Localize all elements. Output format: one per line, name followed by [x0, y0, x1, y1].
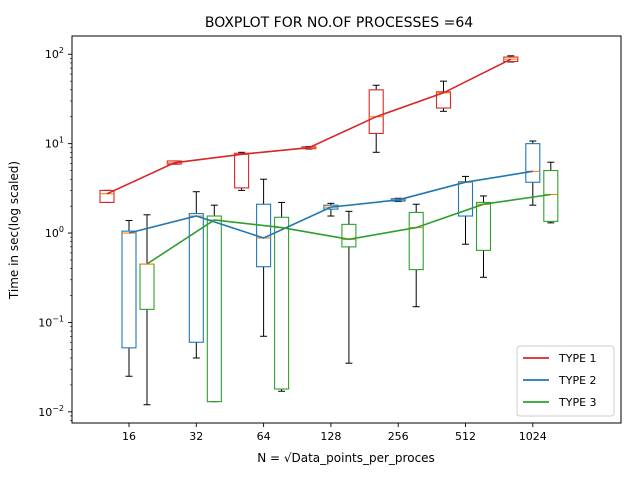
x-tick-label: 128: [320, 430, 341, 443]
box: [341, 210, 357, 364]
series-1-boxes: [99, 55, 519, 203]
box: [188, 191, 204, 359]
legend-label: TYPE 1: [558, 352, 597, 365]
box-iqr: [206, 215, 222, 403]
legend-label: TYPE 3: [558, 396, 597, 409]
box-iqr: [274, 216, 290, 390]
x-tick-label: 256: [388, 430, 409, 443]
box: [139, 214, 155, 406]
box-iqr: [435, 91, 452, 109]
box-iqr: [341, 223, 357, 248]
box-iqr: [408, 211, 424, 271]
box-iqr: [234, 152, 250, 189]
x-axis-label: N = √Data_points_per_proces: [257, 451, 435, 465]
x-tick-label: 32: [189, 430, 203, 443]
y-tick-label: 100: [45, 225, 64, 240]
x-tick-label: 512: [455, 430, 476, 443]
series-3-line: [146, 193, 551, 265]
y-tick-label: 10−1: [38, 314, 64, 329]
series-3-boxes: [139, 161, 559, 406]
legend: TYPE 1 TYPE 2 TYPE 3: [516, 345, 615, 417]
box: [99, 189, 115, 203]
y-axis-label: Time in sec(log scaled): [7, 161, 21, 300]
box-iqr: [99, 189, 115, 203]
x-tick-label: 1024: [519, 430, 547, 443]
plot-frame: [71, 35, 622, 424]
box-iqr: [188, 213, 204, 343]
box-iqr: [475, 201, 492, 251]
box-iqr: [368, 89, 384, 135]
box-iqr: [525, 143, 541, 183]
y-tick-label: 102: [45, 46, 64, 61]
legend-label: TYPE 2: [558, 374, 597, 387]
plot-area: 10−2 10−1 100 101 102 16 32 64 128 256 512 1024: [38, 35, 622, 443]
box: [435, 80, 452, 112]
chart-title: BOXPLOT FOR NO.OF PROCESSES =64: [205, 15, 473, 31]
y-tick-label: 101: [45, 136, 64, 151]
series-1-line: [106, 58, 512, 195]
y-tick-label: 10−2: [38, 404, 64, 419]
box: [121, 220, 137, 377]
series-2-line: [128, 170, 533, 239]
x-tick-label: 64: [257, 430, 271, 443]
legend-frame: [516, 345, 615, 417]
x-tick-label: 16: [122, 430, 136, 443]
box: [475, 195, 492, 278]
box-iqr: [121, 230, 137, 349]
